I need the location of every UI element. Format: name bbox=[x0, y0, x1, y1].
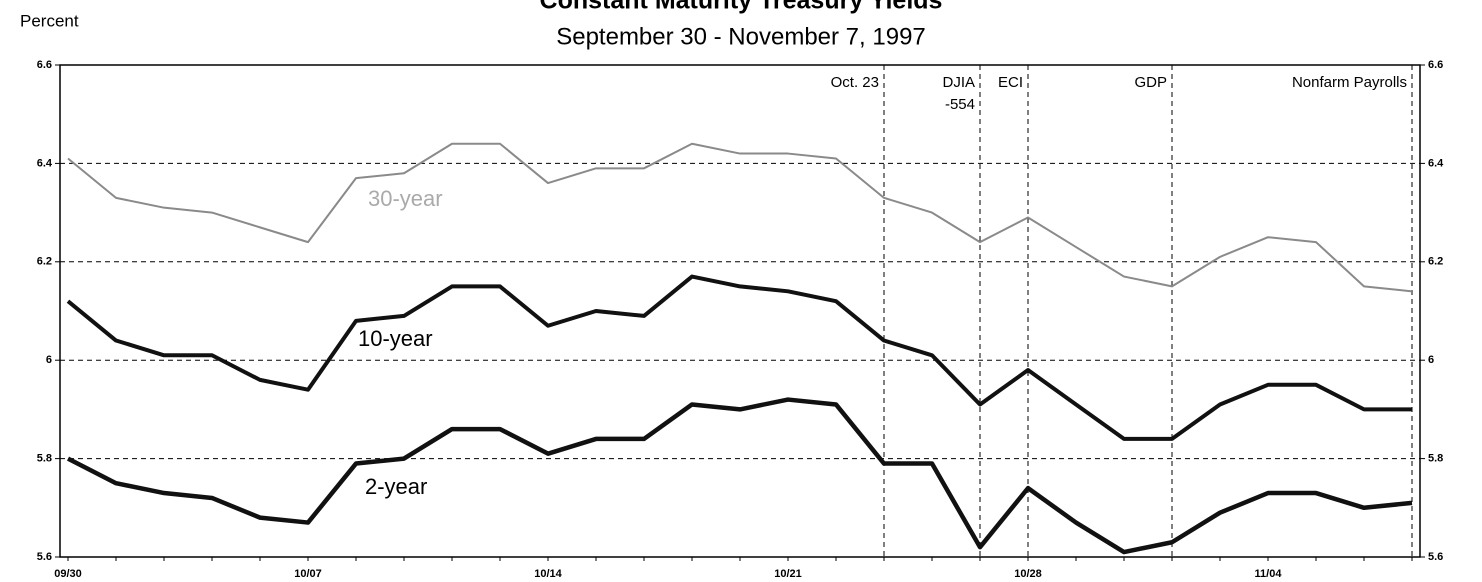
series-label: 30-year bbox=[368, 186, 443, 211]
y-tick-label: 5.8 bbox=[37, 453, 52, 465]
y-tick-label: 6.2 bbox=[37, 256, 52, 268]
series-label: 10-year bbox=[358, 326, 433, 351]
y2-tick-label: 5.8 bbox=[1428, 453, 1443, 465]
y-axis-label: Percent bbox=[20, 11, 79, 30]
y-tick-label: 6.4 bbox=[37, 157, 53, 169]
x-tick-label: 09/30 bbox=[54, 568, 82, 580]
y-tick-label: 6 bbox=[46, 354, 52, 366]
x-tick-label: 10/21 bbox=[774, 568, 802, 580]
y2-tick-label: 6.4 bbox=[1428, 157, 1444, 169]
event-label: Oct. 23 bbox=[831, 74, 879, 91]
y2-tick-label: 6.6 bbox=[1428, 59, 1443, 71]
event-label: GDP bbox=[1134, 74, 1167, 91]
x-tick-label: 10/14 bbox=[534, 568, 562, 580]
y2-tick-label: 6 bbox=[1428, 354, 1434, 366]
y2-tick-label: 6.2 bbox=[1428, 256, 1443, 268]
series-line bbox=[66, 274, 1412, 441]
y-tick-label: 5.6 bbox=[37, 551, 52, 563]
event-label: ECI bbox=[998, 74, 1023, 91]
chart-subtitle: September 30 - November 7, 1997 bbox=[556, 23, 926, 50]
plot-frame bbox=[59, 64, 1421, 558]
y-tick-label: 6.6 bbox=[37, 59, 52, 71]
y2-tick-label: 5.6 bbox=[1428, 551, 1443, 563]
event-label: Nonfarm Payrolls bbox=[1292, 74, 1407, 91]
chart-title: Constant Maturity Treasury Yields bbox=[540, 0, 943, 15]
series-line bbox=[67, 142, 1413, 293]
series-line bbox=[66, 397, 1413, 555]
x-tick-label: 11/04 bbox=[1255, 568, 1283, 580]
event-label: DJIA bbox=[942, 74, 975, 91]
event-label: -554 bbox=[945, 96, 975, 113]
x-tick-label: 10/07 bbox=[294, 568, 322, 580]
x-tick-label: 10/28 bbox=[1014, 568, 1042, 580]
series-label: 2-year bbox=[365, 474, 427, 499]
